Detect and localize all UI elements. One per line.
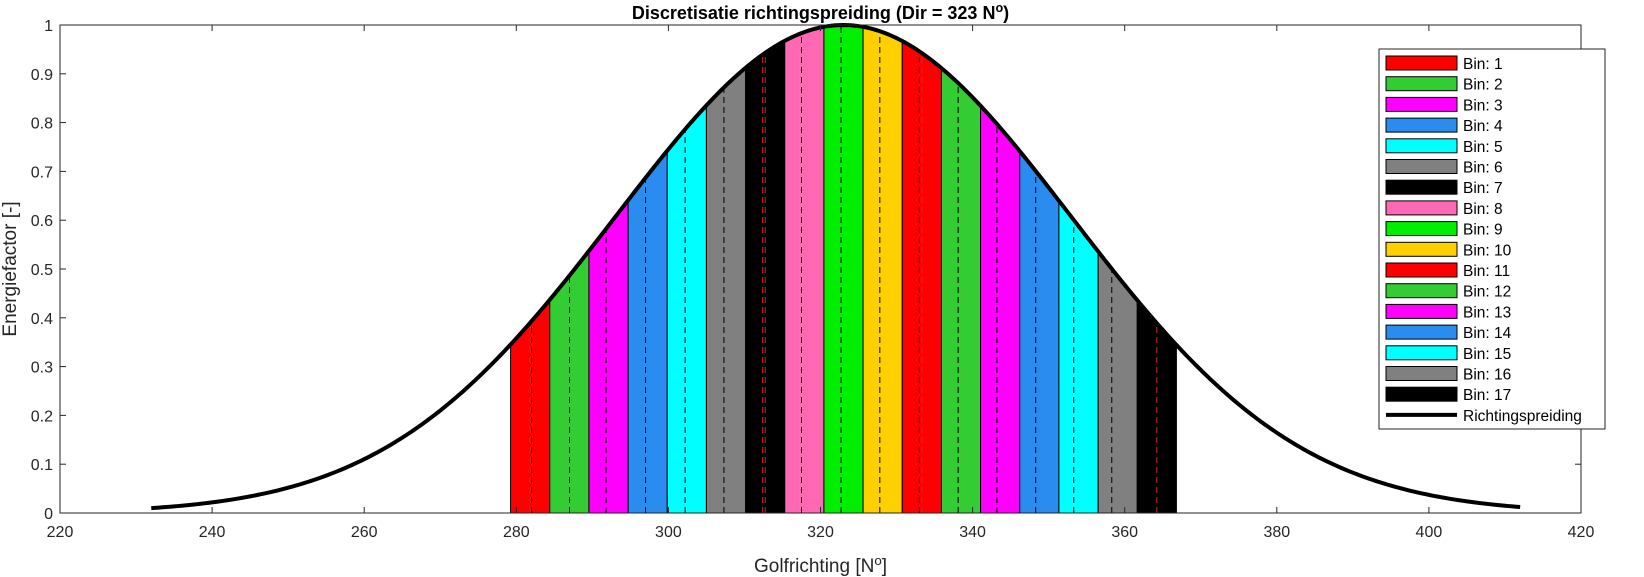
x-tick-label: 380	[1263, 524, 1290, 541]
bin-15	[1058, 199, 1099, 514]
legend-swatch-bin-13	[1385, 303, 1458, 319]
legend-label: Bin: 13	[1463, 304, 1511, 321]
x-tick-label: 260	[351, 524, 378, 541]
bin-3	[588, 198, 629, 514]
bin-9	[823, 24, 864, 514]
y-tick-label: 0.5	[31, 262, 53, 279]
x-tick-label: 300	[655, 524, 682, 541]
y-tick-label: 0.9	[31, 67, 53, 84]
legend-label: Bin: 8	[1463, 201, 1503, 218]
x-tick-label: 320	[807, 524, 834, 541]
bin-4	[627, 149, 668, 514]
legend-label: Bin: 11	[1463, 263, 1510, 280]
legend-swatch-bin-7	[1385, 179, 1458, 195]
legend-swatch-bin-3	[1385, 96, 1458, 112]
bins-layer	[510, 24, 1177, 514]
y-axis-label: Energiefactor [-]	[0, 201, 21, 336]
y-tick-label: 0.1	[31, 457, 53, 474]
x-tick-label: 360	[1111, 524, 1138, 541]
y-tick-label: 0.7	[31, 164, 53, 181]
legend: Bin: 1 Bin: 2 Bin: 3 Bin: 4 Bin: 5 Bin: 6 Bin:…	[1378, 48, 1606, 430]
legend-label: Bin: 16	[1463, 367, 1511, 384]
legend-label: Bin: 4	[1463, 118, 1503, 135]
y-tick-label: 0	[44, 506, 53, 523]
bin-6	[705, 66, 747, 514]
x-tick-label: 220	[47, 524, 74, 541]
bin-5	[666, 104, 707, 514]
legend-swatch-bin-15	[1385, 345, 1458, 361]
legend-swatch-bin-8	[1385, 200, 1458, 216]
legend-box	[1378, 48, 1606, 430]
bin-10	[862, 26, 903, 514]
legend-swatch-bin-5	[1385, 138, 1458, 154]
legend-swatch-bin-14	[1385, 324, 1458, 340]
legend-swatch-bin-6	[1385, 159, 1458, 174]
y-tick-label: 0.3	[31, 360, 53, 377]
bin-8	[784, 26, 825, 514]
legend-label: Bin: 2	[1463, 77, 1503, 94]
legend-swatch-bin-16	[1385, 366, 1458, 381]
legend-label: Richtingspreiding	[1463, 408, 1582, 425]
legend-swatch-bin-11	[1385, 262, 1458, 278]
legend-label: Bin: 7	[1463, 180, 1503, 197]
y-tick-label: 1	[44, 18, 53, 35]
legend-swatch-bin-17	[1385, 386, 1458, 402]
bin-12	[940, 67, 982, 514]
legend-swatch-bin-1	[1385, 55, 1458, 71]
legend-swatch-bin-4	[1385, 117, 1458, 133]
legend-label: Bin: 3	[1463, 97, 1503, 114]
legend-label: Bin: 15	[1463, 346, 1511, 363]
y-tick-label: 0.6	[31, 213, 53, 230]
bin-13	[980, 104, 1021, 514]
ticks-layer: 220 240 260 280 300 320 340 360 380 400 420 0 0.1 0.2…	[31, 18, 1595, 541]
y-tick-label: 0.4	[31, 311, 53, 328]
legend-label: Bin: 14	[1463, 325, 1512, 342]
x-tick-label: 280	[503, 524, 530, 541]
legend-swatch-bin-9	[1385, 221, 1458, 237]
legend-label: Bin: 5	[1463, 139, 1503, 156]
x-tick-label: 240	[199, 524, 226, 541]
y-tick-label: 0.2	[31, 408, 53, 425]
x-tick-label: 400	[1416, 524, 1443, 541]
x-tick-label: 420	[1568, 524, 1595, 541]
legend-label: Bin: 1	[1463, 56, 1503, 73]
legend-swatch-bin-10	[1385, 241, 1458, 257]
legend-label: Bin: 9	[1463, 222, 1503, 239]
legend-label: Bin: 10	[1463, 242, 1512, 259]
legend-label: Bin: 17	[1463, 387, 1511, 404]
legend-swatch-bin-2	[1385, 76, 1458, 92]
legend-label: Bin: 6	[1463, 160, 1503, 177]
legend-swatch-bin-12	[1385, 283, 1458, 299]
legend-label: Bin: 12	[1463, 284, 1511, 301]
chart-title: Discretisatie richtingspreiding (Dir = 3…	[632, 1, 1009, 23]
x-axis-label: Golfrichting [No]	[754, 553, 887, 577]
y-tick-label: 0.8	[31, 116, 53, 133]
bin-14	[1019, 149, 1060, 514]
x-tick-label: 340	[959, 524, 986, 541]
